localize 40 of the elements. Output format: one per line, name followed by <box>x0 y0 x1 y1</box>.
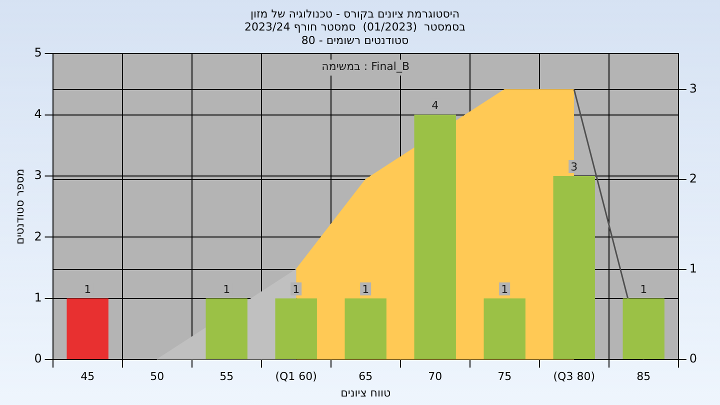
x-tick-label: 55 <box>220 370 234 384</box>
x-tick-label: 45 <box>80 370 95 384</box>
data-label: 1 <box>292 282 300 296</box>
chart-subtitle: בסמסטר (01/2023) סמסטר חורף 2023/24 סטודנטים רשומים - 80 <box>244 20 466 47</box>
x-tick-label: 85 <box>636 370 651 384</box>
x-axis-title: טווח ציונים <box>340 386 391 400</box>
y2-tick-label: 1 <box>689 262 698 276</box>
x-tick-label: (Q3 80) <box>553 370 595 384</box>
y-tick-label: 0 <box>34 352 42 366</box>
data-label: 1 <box>223 282 230 296</box>
y-tick-label: 3 <box>34 168 42 182</box>
bar <box>344 298 386 360</box>
y-tick-label: 5 <box>34 46 42 60</box>
bar <box>484 298 526 360</box>
x-tick-label: (Q1 60) <box>275 370 317 384</box>
x-tick-label: 75 <box>498 370 512 384</box>
x-tick-label: 70 <box>428 370 442 384</box>
data-label: 1 <box>362 282 370 296</box>
y-axis-title: מספר סטודנטים <box>13 168 26 244</box>
y-tick-label: 4 <box>34 106 42 121</box>
y2-tick-label: 2 <box>689 172 698 186</box>
chart-title: היסטוגרמת ציונים בקורס - טכנולוגיה של מזון <box>250 7 460 20</box>
bar <box>206 298 248 360</box>
data-label: 1 <box>84 282 92 296</box>
x-tick-label: 65 <box>358 370 373 384</box>
y-tick-label: 1 <box>34 290 42 305</box>
bar <box>414 114 456 360</box>
annotation: במשימה : Final_B <box>322 60 410 73</box>
data-label: 3 <box>570 160 578 174</box>
y2-tick-label: 0 <box>689 352 698 366</box>
data-label: 4 <box>432 99 439 112</box>
y-tick-label: 2 <box>34 229 42 244</box>
bar <box>622 298 664 360</box>
bar <box>553 176 595 360</box>
y2-tick-label: 3 <box>689 82 698 96</box>
data-label: 1 <box>640 282 648 296</box>
data-label: 1 <box>501 282 508 296</box>
bar <box>275 298 317 360</box>
x-tick-label: 50 <box>150 370 164 384</box>
bar <box>66 298 108 360</box>
